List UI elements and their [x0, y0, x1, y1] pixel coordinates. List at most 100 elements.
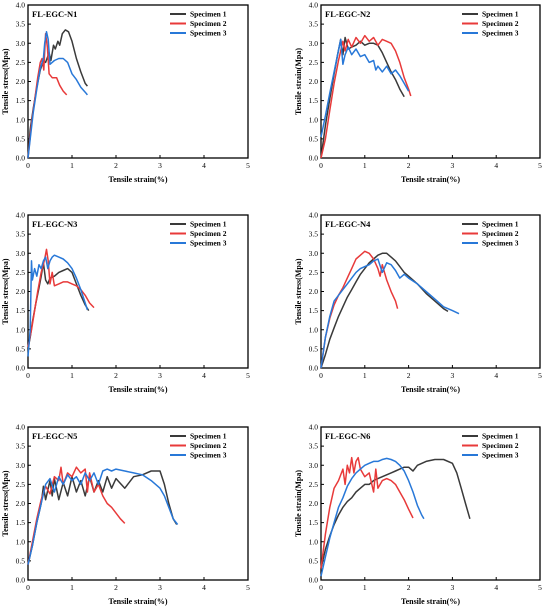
legend-label: Specimen 1 [482, 432, 519, 441]
x-tick-label: 5 [538, 161, 542, 170]
y-tick-label: 3.5 [309, 230, 319, 239]
x-tick-label: 4 [202, 371, 206, 380]
series-line-specimen-2 [320, 250, 399, 369]
y-axis-label: Tensile strain(Mpa) [294, 48, 303, 115]
y-tick-label: 0.0 [309, 576, 319, 585]
x-tick-label: 3 [158, 161, 162, 170]
y-tick-label: 3.0 [16, 461, 26, 470]
x-axis-label: Tensile strain(%) [401, 597, 460, 606]
legend-label: Specimen 1 [482, 220, 519, 229]
y-axis-label: Tensile stress(Mpa) [1, 258, 10, 324]
x-tick-label: 1 [70, 161, 74, 170]
y-tick-label: 0.5 [16, 134, 26, 143]
x-axis-label: Tensile strain(%) [108, 385, 167, 394]
panel-title: FL-EGC-N2 [325, 9, 370, 19]
y-tick-label: 2.0 [309, 287, 319, 296]
y-tick-label: 3.0 [309, 39, 319, 48]
panel-title: FL-EGC-N3 [32, 219, 77, 229]
y-tick-label: 4.0 [309, 423, 319, 432]
series-line-specimen-1 [27, 29, 88, 159]
series-line-specimen-3 [320, 258, 460, 369]
series-line-specimen-3 [320, 38, 410, 138]
y-tick-label: 0.5 [309, 134, 319, 143]
series-line-specimen-3 [27, 31, 88, 159]
y-tick-label: 0.5 [309, 344, 319, 353]
y-tick-label: 2.5 [309, 480, 319, 489]
legend-label: Specimen 2 [190, 441, 227, 450]
panel-title: FL-EGC-N1 [32, 9, 77, 19]
x-tick-label: 0 [26, 583, 30, 592]
x-axis-label: Tensile strain(%) [401, 385, 460, 394]
y-tick-label: 1.0 [16, 115, 26, 124]
y-axis-label: Tensile stress(Mpa) [1, 48, 10, 114]
chart-panel-1: 0 1 2 3 4 5 0.0 0.5 1.0 1.5 2.0 2.5 3.0 3.5 4.0 Tensile… [1, 1, 250, 184]
x-tick-label: 5 [538, 371, 542, 380]
y-tick-label: 1.5 [16, 518, 26, 527]
y-tick-label: 2.5 [16, 480, 26, 489]
y-tick-label: 1.0 [309, 115, 319, 124]
y-tick-label: 4.0 [16, 1, 26, 10]
y-tick-label: 0.5 [16, 556, 26, 565]
x-tick-label: 2 [114, 371, 118, 380]
y-axis-label: Tensile stress(Mpa) [294, 258, 303, 324]
y-tick-label: 3.0 [309, 249, 319, 258]
series-line-specimen-2 [27, 466, 126, 565]
legend-label: Specimen 1 [190, 220, 227, 229]
y-tick-label: 1.5 [309, 306, 319, 315]
y-tick-label: 0.0 [16, 576, 26, 585]
y-tick-label: 1.5 [16, 306, 26, 315]
y-tick-label: 1.0 [16, 325, 26, 334]
x-tick-label: 0 [26, 161, 30, 170]
y-tick-label: 2.5 [16, 58, 26, 67]
y-tick-label: 3.0 [309, 461, 319, 470]
x-axis-label: Tensile strain(%) [401, 175, 460, 184]
x-axis-label: Tensile strain(%) [108, 597, 167, 606]
x-tick-label: 5 [538, 583, 542, 592]
chart-panel-6: 0 1 2 3 4 5 0.0 0.5 1.0 1.5 2.0 2.5 3.0 3.5 4.0 Tensile… [294, 423, 542, 606]
y-axis-label: Tensile strain(Mpa) [294, 470, 303, 537]
legend-label: Specimen 2 [482, 441, 519, 450]
x-tick-label: 3 [451, 161, 455, 170]
chart-panel-3: 0 1 2 3 4 5 0.0 0.5 1.0 1.5 2.0 2.5 3.0 3.5 4.0 Tensile… [1, 211, 250, 394]
x-tick-label: 1 [363, 161, 367, 170]
y-tick-label: 2.0 [16, 77, 26, 86]
x-tick-label: 3 [451, 371, 455, 380]
legend-label: Specimen 1 [190, 10, 227, 19]
y-tick-label: 3.0 [16, 249, 26, 258]
x-tick-label: 2 [114, 161, 118, 170]
series-line-specimen-2 [320, 34, 412, 159]
x-tick-label: 4 [202, 583, 206, 592]
x-tick-label: 5 [246, 371, 250, 380]
chart-panel-5: 0 1 2 3 4 5 0.0 0.5 1.0 1.5 2.0 2.5 3.0 3.5 4.0 Tensile… [1, 423, 250, 606]
x-tick-label: 4 [494, 161, 498, 170]
legend-label: Specimen 3 [190, 239, 227, 248]
series-line-specimen-3 [27, 468, 179, 565]
x-tick-label: 1 [363, 583, 367, 592]
series-line-specimen-1 [320, 458, 471, 569]
y-tick-label: 2.5 [309, 58, 319, 67]
series-line-specimen-2 [27, 32, 68, 159]
legend-label: Specimen 3 [482, 451, 519, 460]
series-line-specimen-2 [320, 456, 414, 569]
y-tick-label: 2.5 [16, 268, 26, 277]
x-tick-label: 1 [363, 371, 367, 380]
y-tick-label: 0.0 [16, 364, 26, 373]
y-tick-label: 1.0 [309, 537, 319, 546]
y-tick-label: 0.0 [309, 154, 319, 163]
legend-label: Specimen 3 [482, 239, 519, 248]
y-axis-label: Tensile stress(Mpa) [1, 470, 10, 536]
y-tick-label: 1.0 [309, 325, 319, 334]
y-tick-label: 1.5 [16, 96, 26, 105]
y-tick-label: 4.0 [309, 1, 319, 10]
x-axis-label: Tensile strain(%) [108, 175, 167, 184]
y-tick-label: 2.0 [16, 499, 26, 508]
y-tick-label: 2.5 [309, 268, 319, 277]
y-tick-label: 0.5 [309, 556, 319, 565]
x-tick-label: 3 [158, 371, 162, 380]
x-tick-label: 2 [114, 583, 118, 592]
panel-title: FL-EGC-N6 [325, 431, 370, 441]
x-tick-label: 0 [319, 371, 323, 380]
legend-label: Specimen 2 [482, 229, 519, 238]
y-tick-label: 0.5 [16, 344, 26, 353]
legend-label: Specimen 3 [190, 29, 227, 38]
